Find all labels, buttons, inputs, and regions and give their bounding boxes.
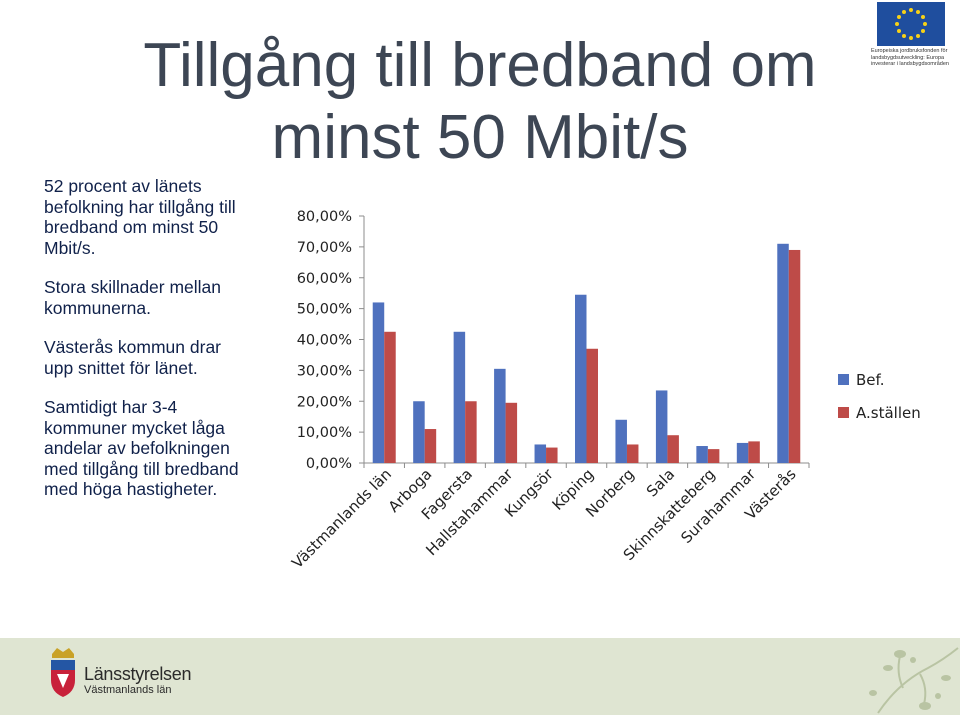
bar-astallen <box>707 449 720 463</box>
y-tick-label: 50,00% <box>297 302 352 318</box>
eu-logo: Europeiska jordbruksfonden för landsbygd… <box>868 0 956 72</box>
y-tick-label: 80,00% <box>297 209 352 225</box>
y-tick-label: 70,00% <box>297 240 352 256</box>
bar-bef <box>655 390 668 463</box>
y-tick-label: 10,00% <box>297 425 352 441</box>
category-label: Västmanlands län <box>288 465 395 572</box>
chart-svg: 0,00% 10,00% 20,00% 30,00% 40,00% 50,00% 60,00… <box>288 209 921 572</box>
org-name: Länsstyrelsen <box>84 664 192 684</box>
eu-flag-icon <box>877 2 945 46</box>
paragraph-population: 52 procent av länets befolkning har till… <box>44 176 236 258</box>
y-tick-label: 60,00% <box>297 271 352 287</box>
legend-label: A.ställen <box>856 404 921 422</box>
bar-astallen <box>465 401 477 463</box>
y-tick-label: 0,00% <box>306 456 352 472</box>
bar-astallen <box>667 435 679 463</box>
bar-astallen <box>788 249 801 463</box>
legend-label: Bef. <box>856 371 884 389</box>
bar-astallen <box>748 441 760 463</box>
bar-bef <box>696 446 708 463</box>
branch-decoration-icon <box>869 647 959 714</box>
paragraph-vasteras: Västerås kommun drar upp snittet för län… <box>44 337 222 378</box>
bar-bef <box>494 368 506 463</box>
bar-bef <box>372 302 385 463</box>
category-label: Sala <box>643 465 678 500</box>
eu-caption: Europeiska jordbruksfonden för landsbygd… <box>871 48 949 67</box>
y-tick-label: 40,00% <box>297 333 352 349</box>
bar-astallen <box>546 447 558 463</box>
slide-title: Tillgång till bredband om minst 50 Mbit/… <box>143 31 817 172</box>
legend-swatch <box>838 374 849 385</box>
bar-bef <box>575 294 587 463</box>
footer: Länsstyrelsen Västmanlands län <box>0 638 960 715</box>
bar-astallen <box>505 402 518 463</box>
paragraph-differences: Stora skillnader mellan kommunerna. <box>44 277 222 318</box>
paragraph-low-shares: Samtidigt har 3-4 kommuner mycket låga a… <box>44 397 239 499</box>
y-tick-label: 30,00% <box>297 363 352 379</box>
bar-astallen <box>626 444 639 463</box>
bar-chart: 0,00% 10,00% 20,00% 30,00% 40,00% 50,00% 60,00… <box>268 200 948 600</box>
legend-swatch <box>838 407 849 418</box>
bar-bef <box>453 331 466 463</box>
bar-astallen <box>384 331 396 463</box>
y-tick-label: 20,00% <box>297 394 352 410</box>
bar-bef <box>413 401 425 463</box>
bar-astallen <box>586 348 598 463</box>
bar-bef <box>736 442 749 463</box>
bar-astallen <box>424 429 437 463</box>
side-text: 52 procent av länets befolkning har till… <box>44 176 244 519</box>
bar-bef <box>615 419 627 463</box>
crest-icon <box>51 648 75 697</box>
bar-bef <box>777 243 789 463</box>
org-subtitle: Västmanlands län <box>84 684 172 696</box>
bar-bef <box>534 444 547 463</box>
lansstyrelsen-logo: Länsstyrelsen Västmanlands län <box>48 644 198 704</box>
